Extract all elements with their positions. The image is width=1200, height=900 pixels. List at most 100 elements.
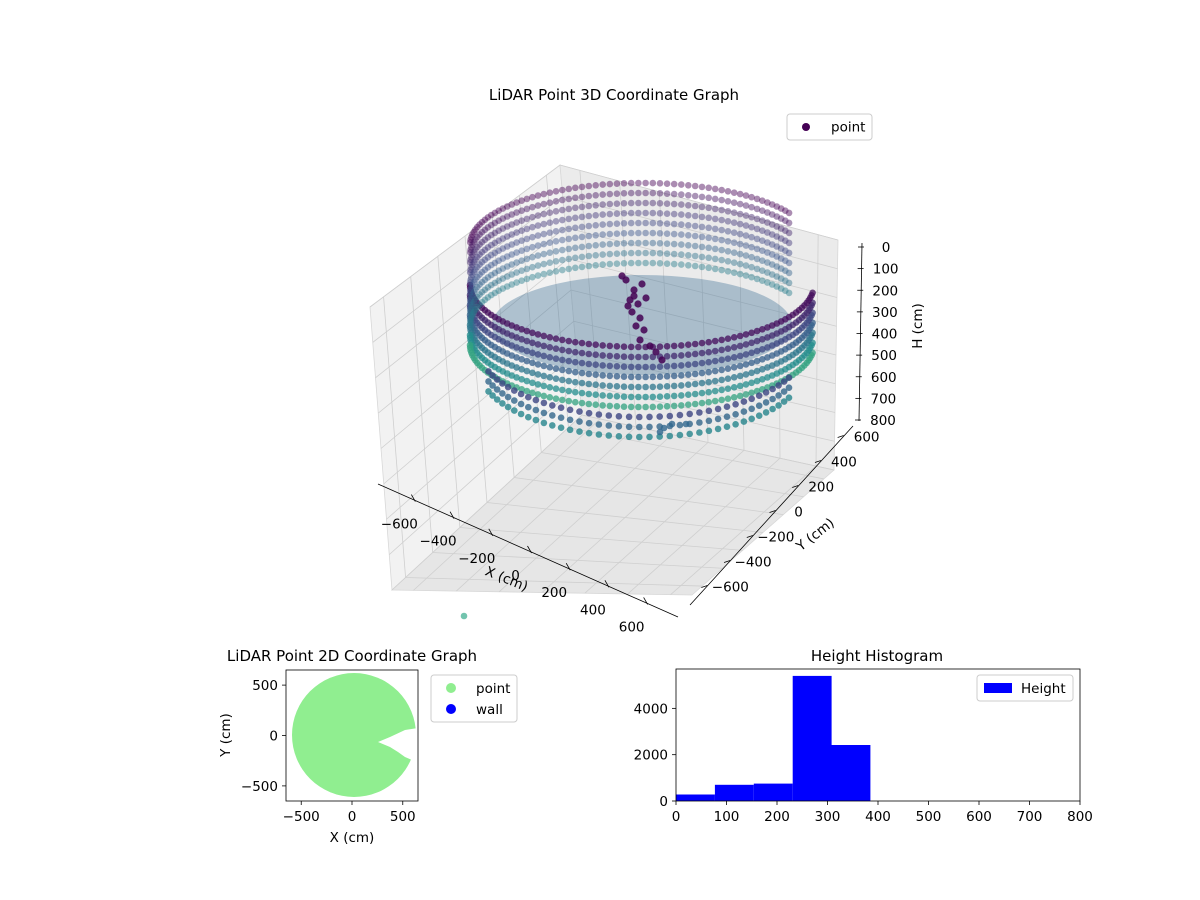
cloud-point	[685, 202, 692, 209]
cloud-point	[663, 343, 671, 350]
cloud-point	[696, 429, 703, 436]
cloud-point	[753, 195, 761, 203]
hist-x-tick-label: 200	[764, 809, 790, 825]
cloud-point	[620, 403, 628, 411]
cloud-point	[470, 278, 478, 286]
cloud-point	[534, 252, 542, 259]
cloud-point	[508, 241, 516, 248]
x3d-tick-label: 400	[580, 602, 606, 618]
cloud-point	[472, 286, 479, 293]
cloud-point	[546, 344, 554, 351]
cloud-point	[663, 403, 671, 410]
cloud-point	[649, 209, 657, 217]
cloud-point	[714, 425, 722, 433]
cloud-point	[478, 268, 486, 276]
cloud-point	[534, 381, 542, 388]
cloud-point	[663, 373, 671, 380]
cloud-point	[532, 406, 540, 414]
cloud-point	[503, 263, 511, 270]
cloud-point	[503, 253, 511, 260]
cloud-point	[736, 210, 744, 218]
cloud-point	[748, 369, 755, 377]
cloud-point	[467, 236, 474, 244]
cloud-point	[764, 249, 771, 256]
cloud-point	[753, 225, 761, 233]
cloud-point	[646, 413, 653, 421]
cloud-point	[636, 413, 643, 421]
cloud-point	[705, 184, 712, 192]
cloud-point	[592, 202, 599, 209]
cloud-point	[495, 277, 503, 285]
cloud-point	[565, 337, 573, 345]
cloud-point	[730, 394, 738, 401]
cloud-point	[499, 380, 506, 387]
cloud-point	[705, 214, 712, 222]
cloud-point	[578, 359, 586, 367]
cloud-point	[546, 374, 554, 381]
cloud-point	[670, 352, 678, 360]
cloud-point	[469, 251, 476, 258]
cloud-point	[518, 267, 525, 275]
cloud-point	[691, 380, 699, 388]
x3d-tick-label: −400	[420, 534, 457, 550]
cloud-point	[484, 294, 492, 301]
cloud-point	[466, 269, 474, 276]
cloud-point	[559, 236, 566, 244]
cloud-point	[782, 237, 789, 244]
cloud-point	[552, 335, 560, 343]
cloud-point	[711, 265, 719, 273]
cloud-point	[585, 350, 593, 358]
cloud-point	[518, 366, 525, 373]
cloud-point	[748, 233, 755, 241]
cloud-point	[663, 383, 671, 390]
cloud-point	[576, 418, 583, 425]
cloud-point	[585, 360, 593, 368]
cloud-point	[724, 188, 732, 195]
z3d-tick-label: 500	[871, 348, 897, 364]
cloud-point	[474, 263, 481, 271]
cloud-point	[711, 255, 719, 263]
cloud-point	[642, 229, 649, 237]
cloud-point	[698, 399, 706, 407]
cloud-point	[705, 224, 712, 232]
cloud-point	[663, 240, 671, 247]
cloud-point	[691, 350, 699, 358]
cloud-point	[489, 382, 496, 389]
cloud-point	[466, 279, 474, 286]
cloud-point	[491, 279, 499, 287]
cloud-point	[513, 269, 520, 276]
cloud-point	[468, 283, 475, 291]
cloud-point	[529, 273, 536, 281]
cloud-floor	[492, 275, 792, 375]
cloud-point	[678, 251, 685, 258]
cloud-point	[503, 203, 511, 210]
cloud-point	[724, 248, 732, 255]
cloud-point	[755, 412, 763, 420]
cloud-point	[649, 353, 657, 361]
cloud-point	[606, 352, 614, 360]
cloud-point	[764, 354, 771, 361]
cloud-point	[592, 351, 599, 359]
hist-x-tick-label: 600	[966, 809, 992, 825]
cloud-point	[748, 395, 755, 403]
cloud-point	[518, 217, 525, 224]
cloud-point	[730, 384, 738, 391]
cloud-point	[646, 433, 653, 441]
cloud-point	[517, 400, 525, 408]
cloud-point	[691, 182, 699, 190]
cloud-point	[523, 347, 531, 355]
cloud-point	[691, 222, 699, 230]
cloud-point	[467, 316, 474, 324]
z3d-tick-label: 200	[872, 283, 898, 299]
cloud-point	[491, 209, 499, 217]
cloud-point	[534, 341, 542, 348]
cloud-point	[599, 231, 606, 238]
cloud-point	[534, 202, 542, 209]
cloud-point	[503, 273, 511, 280]
cloud-point	[759, 207, 766, 214]
cloud-point	[540, 200, 548, 208]
cloud-point	[552, 258, 560, 265]
cloud-point	[636, 423, 643, 431]
cloud-point	[534, 371, 542, 378]
cloud-point	[493, 386, 501, 393]
